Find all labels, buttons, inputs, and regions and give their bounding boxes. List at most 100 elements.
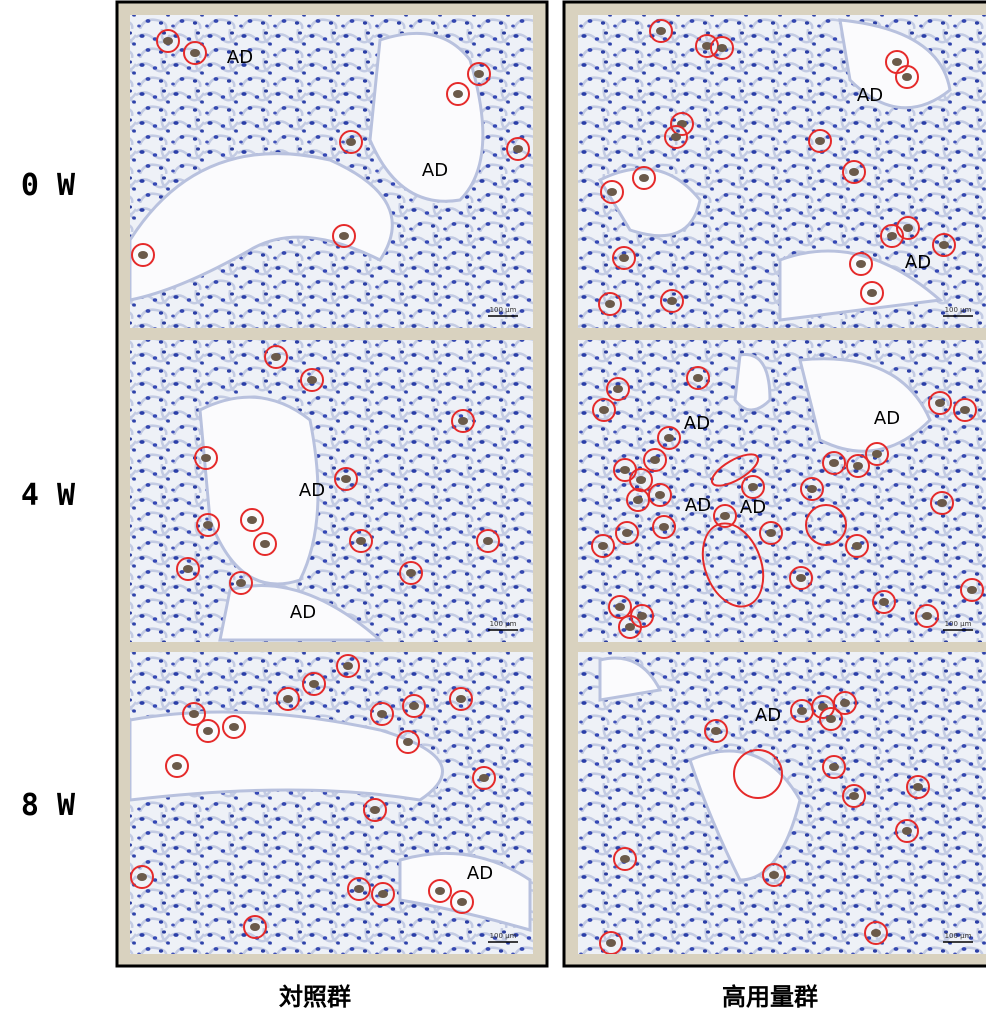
panel: ADADADAD100 μm: [578, 340, 986, 642]
stained-cell: [354, 885, 364, 893]
stained-cell: [960, 406, 970, 414]
annotation: AD: [874, 408, 900, 429]
stained-cell: [633, 496, 643, 504]
stained-cell: [622, 529, 632, 537]
stained-cell: [807, 485, 817, 493]
annotation: AD: [740, 497, 766, 518]
stained-cell: [902, 73, 912, 81]
stained-cell: [260, 540, 270, 548]
stained-cell: [664, 434, 674, 442]
stained-cell: [720, 512, 730, 520]
stained-cell: [453, 90, 463, 98]
stained-cell: [247, 516, 257, 524]
panel: AD 100 μm: [130, 652, 533, 954]
stained-cell: [343, 662, 353, 670]
panel: AD AD 100 μm: [130, 340, 533, 642]
panel: AD100 μm: [578, 652, 986, 954]
stained-cell: [483, 537, 493, 545]
stained-cell: [406, 569, 416, 577]
stained-cell: [922, 612, 932, 620]
stained-cell: [639, 174, 649, 182]
column-label: 対照群: [279, 983, 351, 1011]
stained-cell: [797, 707, 807, 715]
scale-label: 100 μm: [945, 932, 972, 940]
stained-cell: [479, 774, 489, 782]
stained-cell: [620, 855, 630, 863]
stained-cell: [619, 254, 629, 262]
stained-cell: [605, 300, 615, 308]
stained-cell: [189, 710, 199, 718]
stained-cell: [717, 44, 727, 52]
stained-cell: [203, 521, 213, 529]
stained-cell: [458, 417, 468, 425]
stained-cell: [271, 353, 281, 361]
stained-cell: [796, 574, 806, 582]
row-label: 8 W: [21, 788, 76, 823]
scale-label: 100 μm: [490, 306, 517, 314]
stained-cell: [457, 898, 467, 906]
scale-label: 100 μm: [490, 932, 517, 940]
stained-cell: [856, 260, 866, 268]
stained-cell: [902, 827, 912, 835]
stained-cell: [513, 145, 523, 153]
stained-cell: [625, 623, 635, 631]
annotation: AD: [467, 863, 493, 884]
stained-cell: [655, 491, 665, 499]
stained-cell: [967, 586, 977, 594]
stained-cell: [138, 251, 148, 259]
stained-cell: [599, 406, 609, 414]
stained-cell: [190, 49, 200, 57]
stained-cell: [935, 399, 945, 407]
annotation: AD: [857, 85, 883, 106]
stained-cell: [409, 702, 419, 710]
stained-cell: [613, 385, 623, 393]
stained-cell: [183, 565, 193, 573]
annotation: AD: [905, 252, 931, 273]
stained-cell: [656, 27, 666, 35]
stained-cell: [201, 454, 211, 462]
stained-cell: [667, 297, 677, 305]
stained-cell: [711, 727, 721, 735]
stained-cell: [826, 715, 836, 723]
stained-cell: [370, 806, 380, 814]
stained-cell: [636, 476, 646, 484]
annotation: AD: [299, 480, 325, 501]
stained-cell: [309, 680, 319, 688]
stained-cell: [620, 466, 630, 474]
stained-cell: [283, 695, 293, 703]
stained-cell: [346, 138, 356, 146]
stained-cell: [872, 450, 882, 458]
scale-label: 100 μm: [490, 620, 517, 628]
stained-cell: [939, 241, 949, 249]
stained-cell: [615, 603, 625, 611]
stained-cell: [849, 168, 859, 176]
figure: ADAD100 μmADAD100 μmADAD100 μmADADADAD10…: [0, 0, 986, 1014]
stained-cell: [250, 923, 260, 931]
stained-cell: [236, 579, 246, 587]
annotation: AD: [290, 602, 316, 623]
annotation: AD: [684, 413, 710, 434]
panel: ADAD100 μm: [578, 15, 986, 328]
stained-cell: [203, 727, 213, 735]
stained-cell: [829, 459, 839, 467]
stained-cell: [871, 929, 881, 937]
column-label: 高用量群: [722, 983, 818, 1011]
annotation: AD: [422, 160, 448, 181]
panel: ADAD100 μm: [130, 15, 533, 328]
stained-cell: [849, 792, 859, 800]
stained-cell: [892, 58, 902, 66]
stained-cell: [403, 738, 413, 746]
stained-cell: [341, 475, 351, 483]
tissue: [130, 340, 533, 642]
stained-cell: [606, 939, 616, 947]
stained-cell: [937, 499, 947, 507]
stained-cell: [307, 376, 317, 384]
stained-cell: [172, 762, 182, 770]
stained-cell: [852, 542, 862, 550]
stained-cell: [671, 133, 681, 141]
stained-cell: [879, 598, 889, 606]
stained-cell: [766, 529, 776, 537]
stained-cell: [853, 462, 863, 470]
stained-cell: [378, 890, 388, 898]
scale-label: 100 μm: [945, 620, 972, 628]
